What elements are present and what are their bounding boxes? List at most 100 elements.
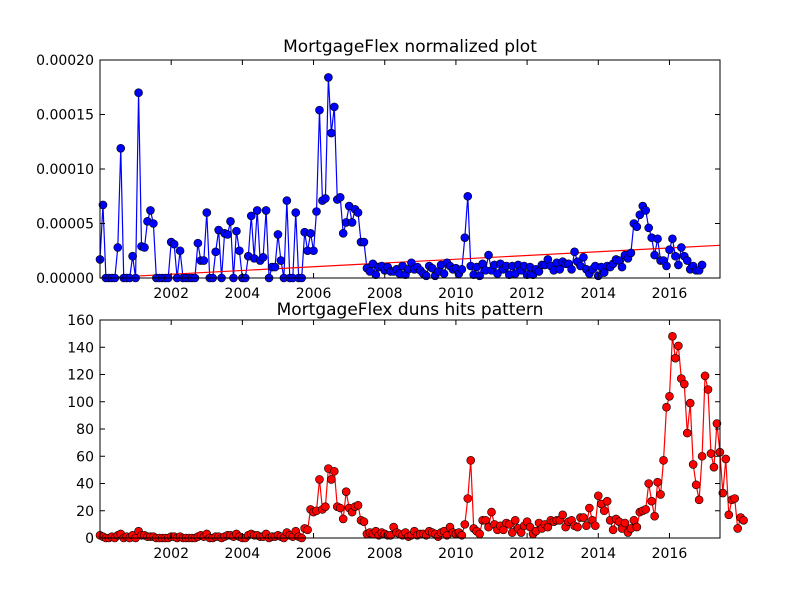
normalized-data-point [315, 105, 324, 115]
duns-hits-data-point [703, 385, 713, 394]
duns-hits-area [100, 320, 720, 538]
duns-hits-data-point [466, 456, 476, 465]
normalized-data-point [258, 252, 268, 262]
normalized-plot-area [100, 60, 720, 278]
duns-hits-y-tick-label: 120 [67, 368, 94, 384]
duns-hits-data-point [507, 528, 517, 537]
duns-hits-data-point [608, 525, 618, 535]
normalized-data-point [682, 256, 692, 265]
duns-hits-data-point [330, 466, 339, 476]
normalized-data-point [270, 262, 280, 272]
duns-hits-data-point [671, 353, 680, 363]
normalized-data-point [306, 229, 315, 238]
normalized-data-point [324, 73, 333, 82]
normalized-data-point [555, 264, 565, 274]
duns-hits-data-point [694, 495, 704, 505]
normalized-data-point [169, 239, 179, 249]
duns-hits-data-point [573, 522, 582, 532]
normalized-data-point [617, 262, 627, 272]
normalized-data-point [199, 256, 209, 265]
normalized-data-point [567, 264, 576, 274]
normalized-data-point [632, 222, 642, 232]
normalized-data-point [113, 243, 123, 252]
duns-hits-data-point [460, 520, 470, 529]
normalized-data-point [312, 207, 321, 216]
normalized-data-point [175, 246, 185, 256]
duns-hits-data-point [685, 398, 695, 408]
normalized-y-tick-label: 0.00005 [36, 217, 94, 233]
duns-hits-x-tick-label: 2006 [296, 546, 332, 562]
duns-hits-data-point [647, 496, 656, 506]
duns-hits-data-point [653, 477, 662, 487]
normalized-data-point [644, 223, 654, 233]
duns-hits-data-point [721, 454, 731, 464]
normalized-data-point [570, 247, 579, 257]
normalized-data-point [146, 206, 155, 215]
normalized-data-point [98, 200, 108, 210]
duns-hits-data-point [662, 402, 671, 412]
normalized-plot-panel: MortgageFlex normalized plot 2002 2004 200… [36, 37, 721, 302]
duns-hits-x-tick-label: 2012 [509, 546, 545, 562]
duns-hits-data-point [463, 494, 473, 503]
normalized-data-point [309, 246, 318, 256]
duns-hits-data-point [697, 451, 707, 461]
duns-hits-data-point [475, 529, 484, 539]
normalized-data-point [439, 269, 449, 278]
normalized-data-point [193, 238, 203, 248]
duns-hits-panel: MortgageFlex duns hits pattern 2002 2004 2… [67, 300, 748, 562]
duns-hits-data-point [709, 462, 719, 472]
duns-hits-data-point [593, 491, 603, 501]
duns-hits-data-point [739, 515, 748, 525]
duns-hits-data-point [632, 522, 642, 532]
normalized-x-tick-label: 2016 [652, 286, 688, 302]
normalized-data-point [338, 229, 348, 238]
normalized-data-point [330, 102, 339, 112]
duns-hits-data-point [650, 511, 659, 521]
normalized-data-point [116, 143, 126, 153]
duns-hits-data-point [668, 332, 677, 341]
duns-hits-data-point [733, 524, 742, 533]
normalized-data-point [579, 252, 588, 262]
normalized-data-point [668, 234, 677, 244]
duns-hits-y-tick-label: 100 [67, 395, 94, 411]
normalized-data-point [149, 219, 158, 228]
duns-hits-data-point [591, 521, 600, 531]
normalized-data-point [371, 270, 381, 280]
duns-hits-data-point [599, 506, 609, 516]
duns-hits-data-point [656, 490, 665, 499]
normalized-x-tick-label: 2014 [580, 286, 616, 302]
duns-hits-frame [99, 319, 721, 539]
normalized-plot-frame [99, 59, 721, 279]
duns-hits-y-tick-label: 80 [76, 422, 94, 438]
duns-hits-x-tick-label: 2004 [225, 546, 261, 562]
normalized-data-point [650, 250, 659, 260]
duns-hits-data-point [315, 475, 324, 484]
duns-hits-data-point [682, 428, 692, 438]
normalized-data-point [359, 237, 369, 247]
duns-hits-data-point [341, 487, 351, 496]
normalized-data-point [321, 194, 330, 203]
normalized-data-point [484, 250, 493, 260]
normalized-data-point [671, 251, 680, 261]
duns-hits-data-point [688, 460, 698, 469]
normalized-plot-title: MortgageFlex normalized plot [283, 37, 537, 57]
duns-hits-data-point [700, 371, 710, 381]
duns-hits-data-point [644, 479, 654, 488]
normalized-data-point [460, 233, 470, 242]
normalized-data-point [211, 247, 220, 257]
duns-hits-x-tick-label: 2016 [652, 546, 688, 562]
duns-hits-y-tick-label: 140 [67, 340, 94, 356]
normalized-y-tick-label: 0.00020 [36, 53, 94, 69]
normalized-x-tick-label: 2004 [225, 286, 261, 302]
duns-hits-data-point [327, 475, 336, 484]
normalized-data-point [252, 206, 262, 215]
duns-hits-data-point [582, 521, 591, 531]
duns-hits-data-point [303, 525, 312, 535]
duns-hits-data-point [712, 419, 722, 428]
normalized-data-point [635, 210, 645, 220]
normalized-x-tick-label: 2008 [367, 286, 403, 302]
normalized-data-point [273, 230, 283, 239]
normalized-data-point [674, 260, 683, 270]
normalized-data-point [662, 261, 671, 271]
normalized-plot-ticks: 2002 2004 2006 2008 2010 2012 2014 2016 0.00000 0… [36, 53, 720, 302]
